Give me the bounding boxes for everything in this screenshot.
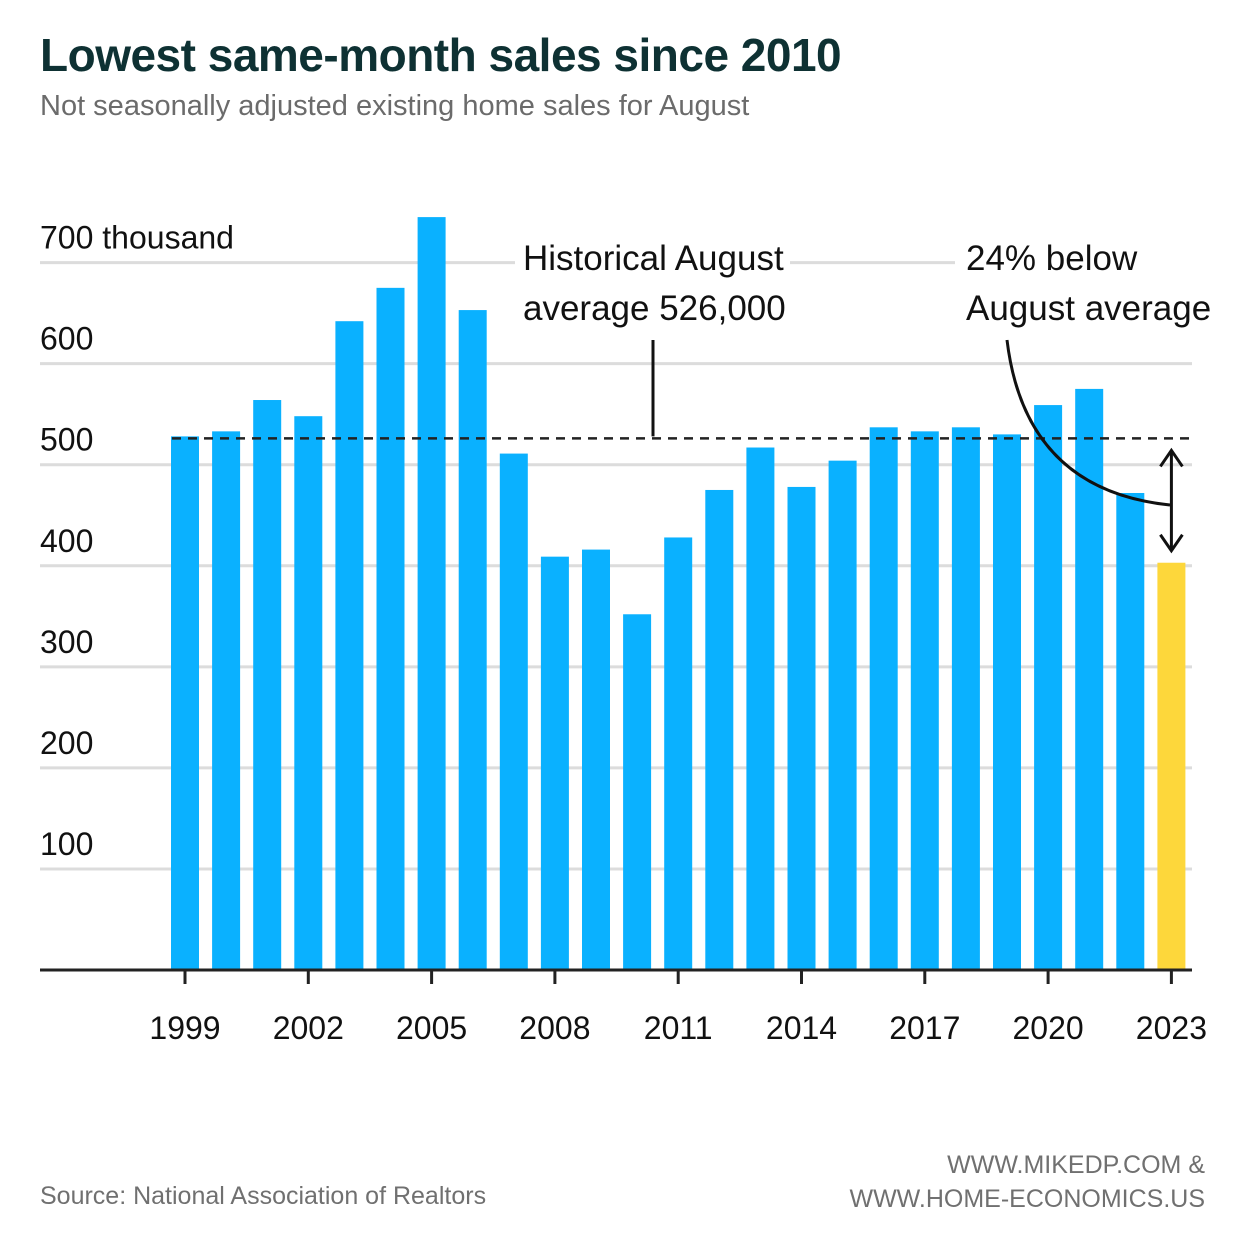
x-tick-label: 2008 <box>519 1010 590 1046</box>
x-tick-label: 2017 <box>889 1010 960 1046</box>
bar-2006 <box>458 310 487 970</box>
x-tick-label: 1999 <box>149 1010 220 1046</box>
x-tick-label: 2023 <box>1136 1010 1207 1046</box>
axes: 1999 2002 2005 2008 2011 2014 2017 2020 2023 <box>40 968 1207 1046</box>
bar-2010 <box>623 614 652 970</box>
bar-2008 <box>540 556 569 970</box>
average-label-line-1: Historical August <box>523 239 784 278</box>
credit-line-1: WWW.MIKEDP.COM & <box>947 1151 1205 1179</box>
chart-subtitle: Not seasonally adjusted existing home sa… <box>40 90 750 122</box>
bar-highlight-2023 <box>1157 562 1186 970</box>
bar-2007 <box>499 453 528 971</box>
x-tick-label: 2014 <box>766 1010 837 1046</box>
bar-2004 <box>376 287 405 971</box>
bar-2017 <box>910 431 939 970</box>
bar-2022 <box>1116 492 1145 970</box>
difference-arrow-head-up <box>1159 447 1184 468</box>
y-tick-label: 600 <box>40 321 93 357</box>
annotation-curve <box>1005 339 1171 507</box>
annotations: Historical August average 526,000 24% belo… <box>515 228 1211 554</box>
bar-2014 <box>787 486 816 970</box>
y-tick-label: 300 <box>40 624 93 660</box>
bar-2002 <box>294 416 323 971</box>
credits: WWW.MIKEDP.COM & WWW.HOME-ECONOMICS.US <box>849 1148 1205 1216</box>
y-tick-label: 400 <box>40 523 93 559</box>
bar-2012 <box>705 489 734 970</box>
average-label-background <box>515 228 790 332</box>
x-tick-label: 2002 <box>273 1010 344 1046</box>
y-tick-label: 100 <box>40 826 93 862</box>
bar-2015 <box>828 460 857 970</box>
chart-title: Lowest same-month sales since 2010 <box>40 29 842 81</box>
average-label-line-2: average 526,000 <box>523 289 786 328</box>
annotation-line-2: August average <box>966 289 1211 328</box>
y-tick-label: 700 thousand <box>40 220 234 256</box>
annotation-line-1: 24% below <box>966 239 1138 278</box>
x-tick-label: 2020 <box>1013 1010 1084 1046</box>
bar-2019 <box>993 434 1021 971</box>
bar-1999 <box>171 436 199 970</box>
bar-2011 <box>664 537 693 970</box>
bar-2016 <box>869 427 898 970</box>
bars <box>171 217 1186 971</box>
bar-2001 <box>253 400 282 970</box>
bar-2005 <box>417 217 446 970</box>
bar-2013 <box>746 447 775 971</box>
x-tick-label: 2011 <box>644 1010 713 1046</box>
bar-2020 <box>1034 405 1063 970</box>
credit-line-2: WWW.HOME-ECONOMICS.US <box>849 1185 1205 1213</box>
y-tick-label: 200 <box>40 725 93 761</box>
bar-2018 <box>951 427 980 970</box>
bar-2009 <box>582 549 610 970</box>
x-tick-label: 2005 <box>396 1010 467 1046</box>
bar-2003 <box>335 321 364 970</box>
bar-2000 <box>212 431 241 970</box>
difference-arrow-head-down <box>1159 533 1184 554</box>
annotation-background <box>955 228 1210 332</box>
y-tick-label: 500 <box>40 422 93 458</box>
source-note: Source: National Association of Realtors <box>40 1182 487 1210</box>
